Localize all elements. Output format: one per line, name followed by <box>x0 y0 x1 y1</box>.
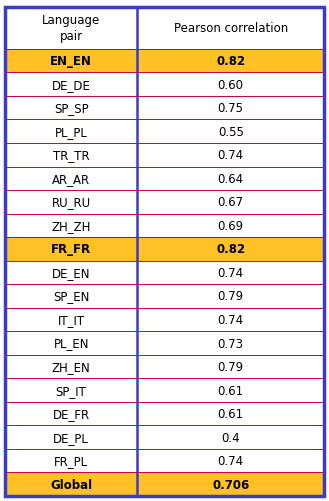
Bar <box>5 8 324 50</box>
Bar <box>5 332 324 355</box>
Text: 0.67: 0.67 <box>218 196 244 209</box>
Text: 0.79: 0.79 <box>218 290 244 303</box>
Bar <box>5 144 324 167</box>
Bar <box>5 308 324 332</box>
Text: DE_PL: DE_PL <box>53 431 89 444</box>
Text: Global: Global <box>50 478 92 491</box>
Text: SP_SP: SP_SP <box>54 102 89 115</box>
Text: Language
pair: Language pair <box>42 14 100 43</box>
Text: RU_RU: RU_RU <box>52 196 91 209</box>
Bar <box>5 449 324 472</box>
Text: 0.61: 0.61 <box>218 384 244 397</box>
Text: 0.69: 0.69 <box>218 219 244 232</box>
Text: 0.74: 0.74 <box>218 313 244 326</box>
Text: SP_IT: SP_IT <box>56 384 87 397</box>
Text: 0.74: 0.74 <box>218 454 244 467</box>
Text: FR_FR: FR_FR <box>51 243 91 256</box>
Text: DE_EN: DE_EN <box>52 267 90 280</box>
Text: PL_PL: PL_PL <box>55 125 88 138</box>
Text: 0.82: 0.82 <box>216 55 245 68</box>
Bar <box>5 237 324 261</box>
Bar <box>5 214 324 237</box>
Bar <box>5 379 324 402</box>
Text: 0.74: 0.74 <box>218 267 244 280</box>
Text: IT_IT: IT_IT <box>58 313 85 326</box>
Text: DE_FR: DE_FR <box>53 407 90 420</box>
Bar <box>5 191 324 214</box>
Text: 0.61: 0.61 <box>218 407 244 420</box>
Bar <box>5 355 324 379</box>
Text: EN_EN: EN_EN <box>50 55 92 68</box>
Bar <box>5 50 324 73</box>
Bar <box>5 167 324 191</box>
Text: 0.60: 0.60 <box>218 79 244 92</box>
Bar <box>5 285 324 308</box>
Text: 0.75: 0.75 <box>218 102 244 115</box>
Bar <box>5 261 324 285</box>
Text: SP_EN: SP_EN <box>53 290 89 303</box>
Text: ZH_EN: ZH_EN <box>52 360 90 373</box>
Text: 0.82: 0.82 <box>216 243 245 256</box>
Text: FR_PL: FR_PL <box>54 454 88 467</box>
Bar <box>5 73 324 97</box>
Bar <box>5 120 324 144</box>
Bar <box>5 472 324 496</box>
Text: 0.706: 0.706 <box>212 478 249 491</box>
Text: PL_EN: PL_EN <box>53 337 89 350</box>
Text: 0.64: 0.64 <box>218 172 244 185</box>
Text: 0.73: 0.73 <box>218 337 244 350</box>
Bar <box>5 97 324 120</box>
Bar <box>5 402 324 425</box>
Text: 0.55: 0.55 <box>218 125 244 138</box>
Text: 0.79: 0.79 <box>218 360 244 373</box>
Bar <box>5 425 324 449</box>
Text: TR_TR: TR_TR <box>53 149 89 162</box>
Text: DE_DE: DE_DE <box>52 79 90 92</box>
Text: AR_AR: AR_AR <box>52 172 90 185</box>
Text: 0.74: 0.74 <box>218 149 244 162</box>
Text: ZH_ZH: ZH_ZH <box>51 219 91 232</box>
Text: Pearson correlation: Pearson correlation <box>174 22 288 35</box>
Text: 0.4: 0.4 <box>221 431 240 444</box>
